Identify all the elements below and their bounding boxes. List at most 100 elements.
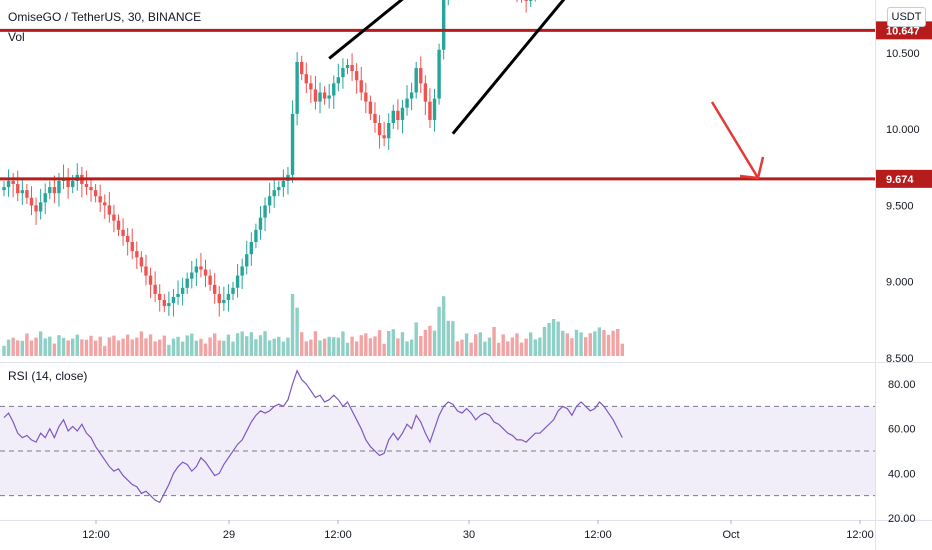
candle-body <box>153 284 157 294</box>
level-price-label: 9.674 <box>886 174 914 186</box>
candle-body <box>277 187 281 191</box>
volume-bar <box>579 332 583 356</box>
candle-body <box>529 0 533 1</box>
candle-body <box>382 135 386 139</box>
volume-bar <box>318 340 322 356</box>
volume-bar <box>441 296 446 356</box>
volume-bar <box>295 307 299 356</box>
volume-bar <box>478 332 483 356</box>
volume-bar <box>158 339 162 356</box>
candle-body <box>414 68 418 93</box>
volume-bar <box>464 333 469 356</box>
volume-bar <box>336 337 341 356</box>
volume-bar <box>235 333 240 356</box>
volume-bar <box>121 338 125 356</box>
candle-body <box>176 293 180 297</box>
volume-bar <box>80 339 84 356</box>
candle-body <box>441 0 446 50</box>
volume-bar <box>217 340 221 356</box>
candle-body <box>235 275 240 288</box>
candle-body <box>89 187 93 191</box>
rsi-tick-label: 60.00 <box>888 424 916 436</box>
candle-body <box>194 266 199 273</box>
candle-body <box>71 180 75 188</box>
volume-bar <box>341 331 345 356</box>
candle-body <box>409 92 414 99</box>
volume-bar <box>171 338 176 356</box>
volume-bar <box>167 344 171 356</box>
volume-bar <box>75 334 79 356</box>
candle-body <box>423 83 428 102</box>
time-tick-label: 12:00 <box>846 529 874 541</box>
candle-body <box>272 190 276 197</box>
volume-bar <box>148 334 153 356</box>
price-tick-label: 8.500 <box>886 353 914 365</box>
volume-bar <box>428 325 432 356</box>
volume-bar <box>258 335 263 356</box>
volume-bar <box>162 335 166 356</box>
volume-label[interactable]: Vol <box>8 30 25 44</box>
symbol-title[interactable]: OmiseGO / TetherUS, 30, BINANCE <box>8 10 202 24</box>
volume-bar <box>368 338 373 356</box>
price-tick-label: 10.000 <box>886 124 920 136</box>
candle-body <box>135 251 139 258</box>
volume-bar <box>400 332 405 356</box>
volume-bar <box>574 329 579 356</box>
candle-body <box>345 65 350 69</box>
candle-body <box>171 296 176 304</box>
volume-bar <box>332 337 336 356</box>
candle-body <box>231 287 235 294</box>
candle-body <box>332 83 336 96</box>
candle-body <box>57 180 61 194</box>
currency-badge[interactable]: USDT <box>887 7 926 27</box>
volume-bar <box>212 333 217 356</box>
volume-bar <box>373 336 377 356</box>
candle-body <box>396 110 400 120</box>
candle-body <box>2 187 6 191</box>
projection-arrowhead <box>739 156 765 180</box>
volume-bar <box>583 337 588 356</box>
volume-bar <box>34 337 38 356</box>
candle-body <box>318 92 322 102</box>
volume-bar <box>272 338 276 356</box>
candle-body <box>400 107 405 120</box>
candle-body <box>254 229 258 243</box>
volume-bar <box>492 327 496 356</box>
candle-body <box>245 254 249 267</box>
volume-bar <box>107 337 112 356</box>
candle-body <box>258 217 263 230</box>
volume-bar <box>52 343 57 356</box>
volume-bar <box>593 331 597 356</box>
volume-bar <box>203 343 208 356</box>
volume-bar <box>25 333 29 356</box>
volume-bar <box>460 339 464 356</box>
rsi-label[interactable]: RSI (14, close) <box>8 369 88 383</box>
candle-body <box>387 122 391 139</box>
candle-body <box>359 80 363 93</box>
volume-bar <box>588 333 592 356</box>
candle-body <box>428 101 432 120</box>
candle-body <box>290 113 295 175</box>
volume-bar <box>277 336 281 356</box>
candle-body <box>16 184 20 194</box>
candle-body <box>249 242 254 255</box>
candle-body <box>34 205 38 212</box>
volume-bar <box>71 338 75 356</box>
candle-body <box>432 98 437 120</box>
volume-bar <box>135 337 139 356</box>
candle-body <box>103 202 107 206</box>
volume-bar <box>542 327 547 356</box>
volume-bar <box>199 338 203 356</box>
volume-bar <box>620 343 624 356</box>
candle-body <box>130 242 134 252</box>
candle-body <box>336 77 341 84</box>
candle-body <box>144 266 148 276</box>
volume-bar <box>139 331 144 356</box>
candle-body <box>300 61 304 75</box>
volume-bar <box>396 338 400 356</box>
candle-body <box>199 266 203 270</box>
candle-body <box>309 83 313 90</box>
candle-body <box>112 214 116 221</box>
candle-body <box>240 266 244 276</box>
